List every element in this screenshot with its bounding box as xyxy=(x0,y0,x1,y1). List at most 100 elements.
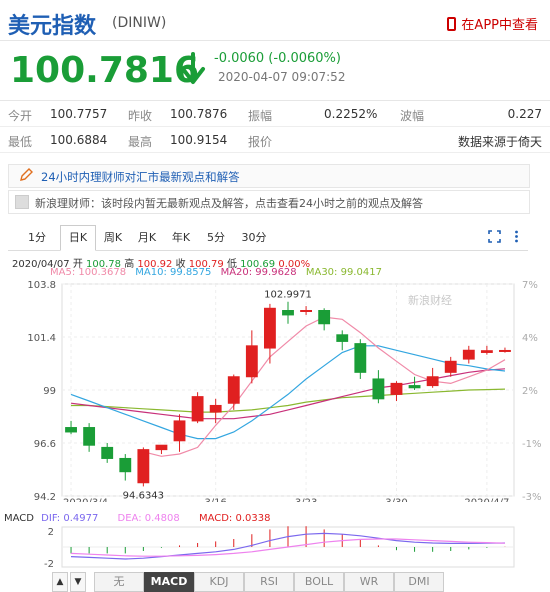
y-right-tick-label: -3% xyxy=(522,492,541,502)
arrow-down-icon xyxy=(181,52,205,84)
ohlc-high-label: 高 xyxy=(124,259,135,270)
timestamp: 2020-04-07 09:07:52 xyxy=(218,70,346,84)
x-tick-label: 2020/4/7 xyxy=(464,497,509,502)
y-tick-label: 94.2 xyxy=(34,492,56,502)
stat-value: 100.7757 xyxy=(50,107,108,121)
candle-body xyxy=(354,343,367,373)
ohlc-open: 100.78 xyxy=(86,259,122,270)
ohlc-low-label: 低 xyxy=(226,259,237,270)
advisor-message-text: 新浪理财师：该时段内暂无最新观点及解答，点击查看24小时之前的观点及解答 xyxy=(35,197,423,210)
indicator-tabs: 无 MACD KDJ RSI BOLL WR DMI xyxy=(52,572,526,592)
data-source: 数据来源于倚天 xyxy=(457,135,542,149)
tab-5min[interactable]: 5分 xyxy=(207,231,225,244)
macd-label: MACD xyxy=(4,513,34,524)
ohlc-open-label: 开 xyxy=(72,259,83,270)
tab-30min[interactable]: 30分 xyxy=(241,231,267,244)
stat-label: 报价 xyxy=(248,135,273,149)
ma30-line xyxy=(71,388,506,413)
pen-icon xyxy=(20,168,33,181)
ma5-value: MA5: 100.3678 xyxy=(50,267,127,278)
candle-body xyxy=(318,310,331,325)
tab-monthly-k[interactable]: 月K xyxy=(137,231,157,244)
candle-body xyxy=(282,310,294,316)
macd-y-tick-label: -2 xyxy=(44,559,54,570)
advisor-headline-text: 24小时内理财师对汇市最新观点和解答 xyxy=(41,170,240,184)
candle-body xyxy=(101,446,114,459)
avatar xyxy=(15,195,29,209)
stat-value: 0.2252% xyxy=(324,107,378,121)
ma30-value: MA30: 99.0417 xyxy=(305,267,382,278)
ma10-line xyxy=(70,345,506,440)
candle-body xyxy=(336,334,349,342)
stat-label: 昨收 xyxy=(128,109,153,123)
stat-value: 100.6884 xyxy=(50,133,108,147)
candle-body xyxy=(155,444,168,451)
stat-label: 波幅 xyxy=(400,109,425,123)
candle-body xyxy=(191,396,204,422)
candle-body xyxy=(209,404,222,413)
stat-value: 0.227 xyxy=(507,107,542,121)
indicator-tab-macd[interactable]: MACD xyxy=(144,572,194,592)
y-tick-label: 101.4 xyxy=(27,333,56,344)
ohlc-high: 100.92 xyxy=(137,259,173,270)
indicator-tab-none[interactable]: 无 xyxy=(94,572,144,592)
candle-body xyxy=(263,307,276,349)
y-right-tick-label: 7% xyxy=(522,280,538,291)
fullscreen-icon[interactable] xyxy=(488,230,501,243)
candle-body xyxy=(119,457,132,473)
period-tabs: 1分 日K 周K 月K 年K 5分 30分 xyxy=(8,225,528,251)
candle-body xyxy=(499,349,511,352)
stat-label: 最高 xyxy=(128,135,153,149)
candlestick-chart[interactable]: 103.8 101.4 99 96.6 94.2 7% 4% 2% -1% -3% 2020/3/4… xyxy=(0,278,550,502)
ohlc-pct: 0.00% xyxy=(278,259,311,270)
tab-yearly-k[interactable]: 年K xyxy=(171,231,191,244)
ma5-line xyxy=(143,316,506,457)
indicator-tab-rsi[interactable]: RSI xyxy=(244,572,294,592)
x-tick-label: 3/16 xyxy=(204,497,226,502)
ohlc-date: 2020/04/07 xyxy=(12,259,70,270)
scroll-up-button[interactable]: ▲ xyxy=(52,572,68,592)
candle-body xyxy=(462,349,475,360)
phone-icon xyxy=(447,16,457,31)
candle-body xyxy=(408,385,421,389)
stat-label: 振幅 xyxy=(248,109,273,123)
current-price: 100.7816 xyxy=(10,50,200,91)
indicator-tab-boll[interactable]: BOLL xyxy=(294,572,344,592)
min-label: 94.6343 xyxy=(123,490,164,501)
advisor-message[interactable]: 新浪理财师：该时段内暂无最新观点及解答，点击查看24小时之前的观点及解答 xyxy=(8,190,530,214)
candle-body xyxy=(245,345,258,378)
indicator-tab-wr[interactable]: WR xyxy=(344,572,394,592)
stat-value: 100.7876 xyxy=(170,107,228,121)
quote-stats: 今开 100.7757 昨收 100.7876 振幅 0.2252% 波幅 0.… xyxy=(0,100,550,153)
candle-body xyxy=(480,350,493,353)
ohlc-close: 100.79 xyxy=(188,259,224,270)
price-change: -0.0060 (-0.0060%) xyxy=(214,51,341,66)
tab-1min[interactable]: 1分 xyxy=(28,231,46,244)
candle-body xyxy=(173,420,186,442)
candle-body xyxy=(372,378,385,400)
indicator-tab-kdj[interactable]: KDJ xyxy=(194,572,244,592)
dea-value: DEA: 0.4808 xyxy=(117,513,180,524)
tab-weekly-k[interactable]: 周K xyxy=(103,231,123,244)
stat-label: 今开 xyxy=(8,109,33,123)
x-tick-label: 3/23 xyxy=(295,497,317,502)
advisor-headline[interactable]: 24小时内理财师对汇市最新观点和解答 xyxy=(8,164,530,188)
y-tick-label: 103.8 xyxy=(27,280,56,291)
candle-body xyxy=(83,427,96,446)
indicator-tab-dmi[interactable]: DMI xyxy=(394,572,444,592)
candle-body xyxy=(444,360,457,373)
macd-chart[interactable]: 2 -2 xyxy=(0,524,550,570)
ohlc-close-label: 收 xyxy=(175,259,186,270)
more-icon[interactable] xyxy=(510,230,523,243)
y-right-tick-label: 4% xyxy=(522,333,538,344)
y-tick-label: 96.6 xyxy=(34,439,56,450)
candle-body xyxy=(390,382,403,395)
ohlc-low: 100.69 xyxy=(240,259,276,270)
watermark: 新浪财经 xyxy=(408,294,452,307)
open-in-app-link[interactable]: 在APP中查看 xyxy=(447,14,538,33)
tab-daily-k[interactable]: 日K xyxy=(60,225,96,251)
y-tick-label: 99 xyxy=(43,386,56,397)
dif-line xyxy=(70,532,506,560)
macd-info: MACD DIF: 0.4977 DEA: 0.4808 MACD: 0.033… xyxy=(4,513,270,524)
stat-label: 最低 xyxy=(8,135,33,149)
